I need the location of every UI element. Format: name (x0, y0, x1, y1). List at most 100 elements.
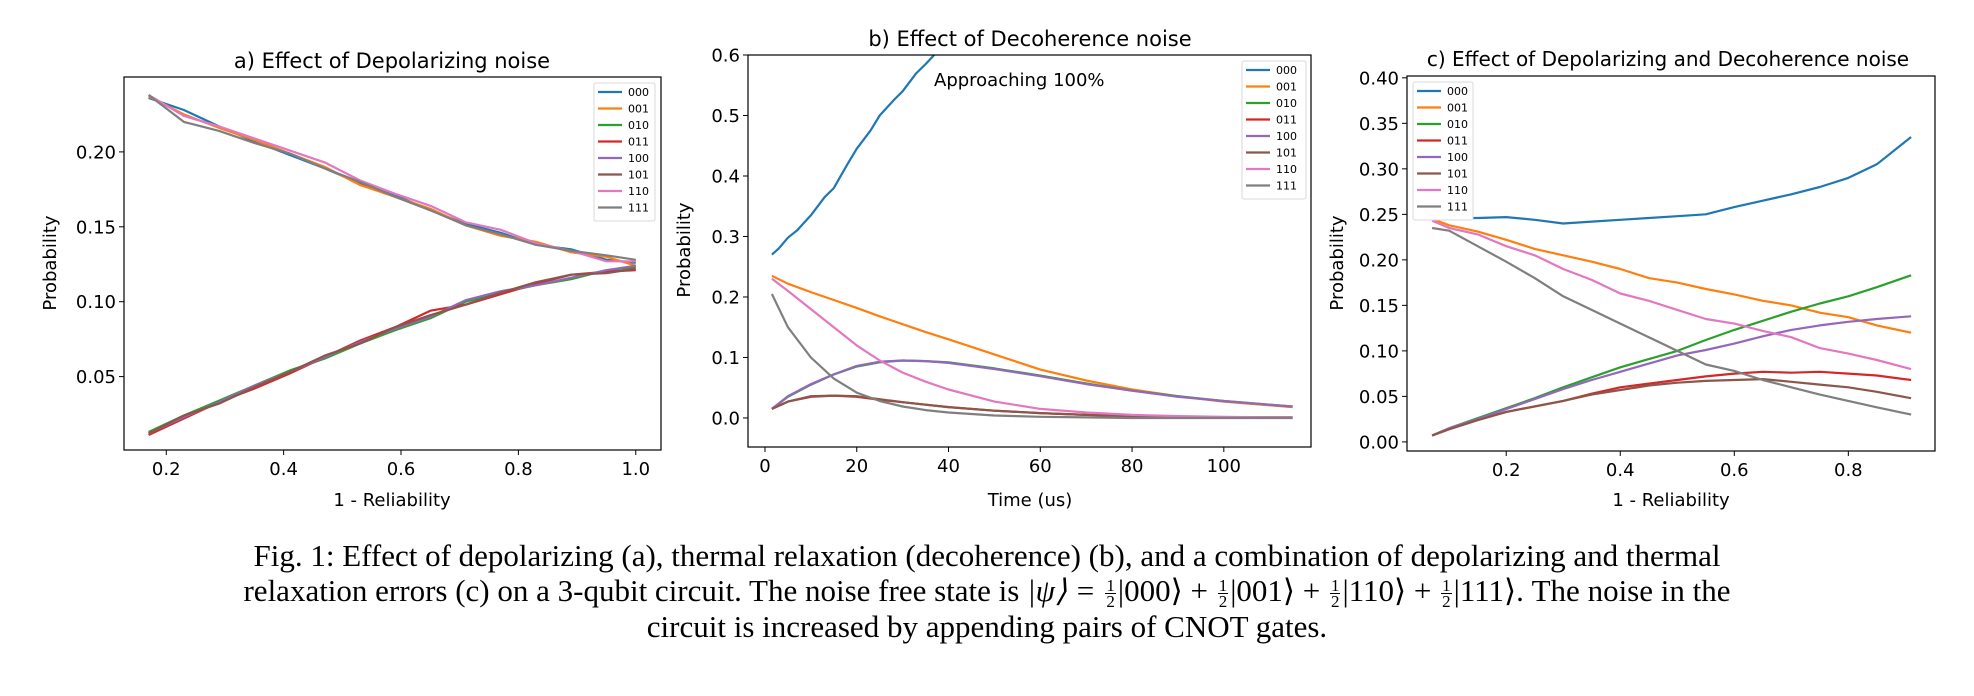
caption-text: . The noise in the (1516, 573, 1731, 608)
y-tick-label: 0.0 (711, 408, 740, 429)
x-tick-label: 0.2 (152, 459, 181, 480)
legend-label-111: 111 (628, 202, 649, 215)
legend-label-100: 100 (1447, 151, 1468, 164)
figure-caption: Fig. 1: Effect of depolarizing (a), ther… (0, 538, 1974, 644)
legend-label-110: 110 (1447, 184, 1468, 197)
series-lines (1431, 136, 1912, 437)
series-line-000 (148, 96, 636, 264)
series-line-100 (1431, 315, 1912, 437)
series-line-001 (148, 95, 637, 267)
legend: 000 001 010 011 100 101 110 111 (593, 82, 656, 222)
series-line-011 (771, 394, 1293, 419)
x-axis-label: 1 - Reliability (333, 490, 451, 511)
x-tick-label: 20 (845, 456, 868, 477)
y-tick-label: 0.40 (1359, 68, 1399, 89)
y-tick-label: 0.05 (76, 367, 116, 388)
caption-line-1: Fig. 1: Effect of depolarizing (a), ther… (253, 538, 1721, 573)
series-line-111 (147, 94, 636, 261)
legend-label-001: 001 (628, 103, 649, 116)
x-tick-label: 40 (937, 456, 960, 477)
caption-text: relaxation errors (c) on a 3-qubit circu… (243, 573, 1028, 608)
y-tick-label: 0.20 (1359, 250, 1399, 271)
ket-111: |111⟩ (1453, 573, 1517, 608)
series-line-000 (771, 55, 936, 256)
annotation-approaching-100: Approaching 100% (934, 70, 1105, 91)
series-line-011 (1431, 370, 1912, 437)
x-tick-label: 100 (1207, 456, 1241, 477)
legend-box (593, 82, 656, 222)
y-tick-label: 0.2 (711, 287, 740, 308)
legend-label-000: 000 (1276, 64, 1297, 77)
chart-title: a) Effect of Depolarizing noise (234, 49, 550, 73)
legend-label-101: 101 (628, 169, 649, 182)
y-tick-label: 0.6 (711, 46, 740, 67)
chart-title: c) Effect of Depolarizing and Decoherenc… (1427, 47, 1909, 71)
fraction-numerator: 1 (1329, 576, 1341, 596)
series-line-111 (770, 293, 1293, 420)
chart-depolarizing-decoherence: c) Effect of Depolarizing and Decoherenc… (1327, 47, 1936, 511)
math-psi: |ψ⟩ = (1027, 573, 1104, 608)
legend-label-110: 110 (1276, 163, 1297, 176)
plot-frame (747, 54, 1312, 448)
x-tick-label: 0.4 (269, 459, 298, 480)
legend-label-101: 101 (1276, 147, 1297, 160)
fraction-denominator: 2 (1106, 592, 1115, 612)
x-tick-label: 1.0 (621, 459, 650, 480)
legend-label-000: 000 (1447, 85, 1468, 98)
fraction-numerator: 1 (1217, 576, 1229, 596)
caption-line-2: relaxation errors (c) on a 3-qubit circu… (0, 573, 1974, 612)
fraction-denominator: 2 (1218, 592, 1228, 612)
legend-label-011: 011 (1447, 135, 1468, 148)
legend-label-010: 010 (1276, 97, 1297, 110)
plot-frame (123, 76, 662, 451)
x-tick-label: 0.8 (1834, 460, 1863, 481)
chart-depolarizing: a) Effect of Depolarizing noise 1 - Reli… (40, 49, 662, 511)
y-tick-label: 0.05 (1359, 387, 1399, 408)
y-tick-label: 0.3 (711, 227, 740, 248)
chart-decoherence: b) Effect of Decoherence noise Time (us)… (674, 27, 1312, 511)
series-lines (770, 55, 1293, 420)
x-tick-label: 0.2 (1492, 460, 1521, 481)
y-tick-label: 0.35 (1359, 114, 1399, 135)
series-line-110 (1431, 219, 1912, 371)
series-line-101 (148, 267, 636, 435)
fraction-denominator: 2 (1442, 592, 1451, 612)
series-line-000 (1431, 136, 1912, 225)
series-line-111 (1431, 226, 1912, 416)
y-tick-label: 0.30 (1359, 159, 1399, 180)
series-line-001 (1431, 217, 1912, 334)
x-tick-label: 0 (759, 456, 770, 477)
legend-label-001: 001 (1276, 81, 1297, 94)
y-axis-label: Probability (40, 215, 61, 310)
legend-label-001: 001 (1447, 102, 1468, 115)
x-axis-label: Time (us) (987, 490, 1073, 511)
x-tick-label: 0.8 (504, 459, 533, 480)
x-axis-label: 1 - Reliability (1612, 490, 1730, 511)
series-line-010 (148, 266, 636, 433)
chart-title: b) Effect of Decoherence noise (868, 27, 1191, 51)
caption-line-3: circuit is increased by appending pairs … (646, 609, 1328, 645)
x-tick-label: 0.4 (1606, 460, 1635, 481)
y-axis-label: Probability (1327, 215, 1348, 310)
ket-000: |000⟩ + (1117, 573, 1216, 608)
plot-frame (1406, 75, 1936, 452)
series-line-110 (771, 277, 1293, 419)
y-tick-label: 0.20 (76, 142, 116, 163)
series-lines (147, 94, 637, 436)
legend-label-100: 100 (1276, 130, 1297, 143)
x-tick-label: 0.6 (387, 459, 416, 480)
legend-label-011: 011 (628, 136, 649, 149)
series-line-100 (148, 264, 636, 435)
figure-panels: a) Effect of Depolarizing noise 1 - Reli… (40, 27, 1936, 511)
y-tick-label: 0.4 (711, 166, 740, 187)
y-axis-label: Probability (674, 202, 695, 297)
legend-label-111: 111 (1276, 180, 1297, 193)
y-tick-label: 0.10 (76, 292, 116, 313)
legend-label-010: 010 (628, 119, 649, 132)
legend: 000 001 010 011 100 101 110 111 (1412, 81, 1474, 221)
ket-110: |110⟩ + (1342, 573, 1440, 608)
legend-label-010: 010 (1447, 118, 1468, 131)
legend-label-011: 011 (1276, 114, 1297, 127)
